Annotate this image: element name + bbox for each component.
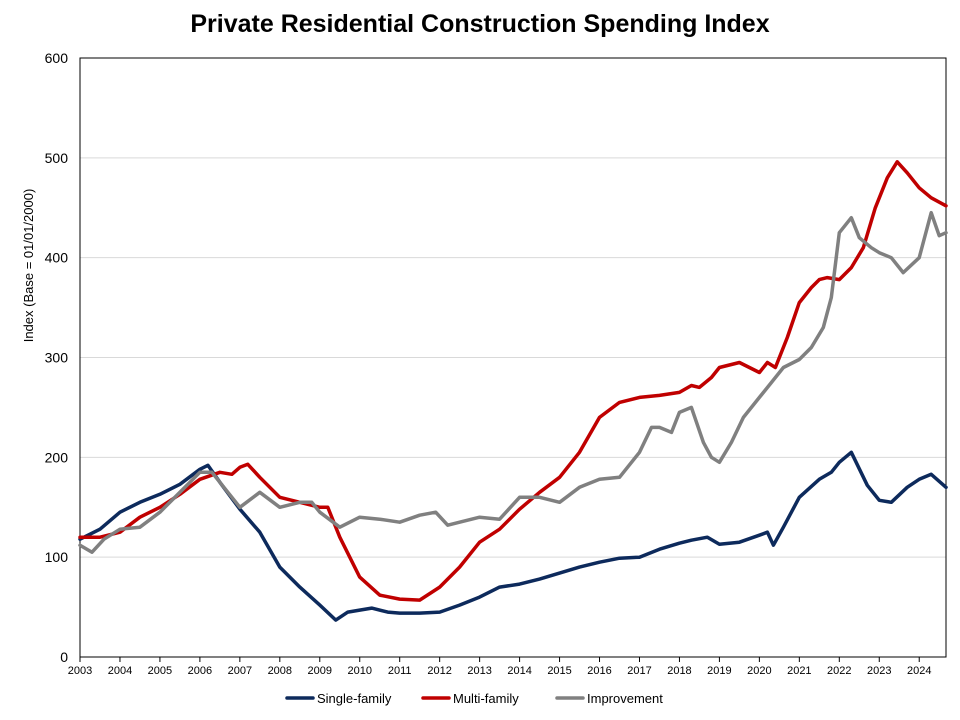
series-line-multi-family	[78, 160, 948, 602]
chart-title: Private Residential Construction Spendin…	[190, 10, 770, 38]
y-tick-label: 0	[60, 649, 68, 665]
y-tick-label: 600	[45, 50, 69, 66]
x-tick-label: 2007	[228, 665, 252, 677]
x-tick-label: 2009	[308, 665, 332, 677]
axes: 0 100 200 300 400 500 600 2003 2004 2005 2006 2007 2…	[45, 50, 932, 677]
legend-label-single-family: Single-family	[317, 691, 392, 706]
x-tick-label: 2008	[268, 665, 292, 677]
plot-area	[79, 57, 947, 658]
x-tick-label: 2003	[68, 665, 92, 677]
x-tick-label: 2013	[467, 665, 491, 677]
x-tick-label: 2017	[627, 665, 651, 677]
x-tick-label: 2023	[867, 665, 891, 677]
legend-label-multi-family: Multi-family	[453, 691, 519, 706]
x-tick-label: 2011	[388, 665, 412, 677]
x-tick-label: 2010	[347, 665, 371, 677]
x-tick-label: 2004	[108, 665, 132, 677]
y-tick-label: 100	[45, 549, 69, 565]
x-tick-label: 2014	[507, 665, 531, 677]
x-tick-label: 2021	[787, 665, 811, 677]
x-tick-label: 2020	[747, 665, 771, 677]
x-tick-label: 2005	[148, 665, 172, 677]
x-tick-label: 2006	[188, 665, 212, 677]
y-tick-label: 200	[45, 449, 69, 465]
x-tick-label: 2024	[907, 665, 931, 677]
x-tick-label: 2016	[587, 665, 611, 677]
x-tick-label: 2018	[667, 665, 691, 677]
series-line-improvement	[78, 210, 948, 554]
y-tick-label: 300	[45, 350, 69, 366]
gridlines	[80, 157, 946, 558]
legend: Single-family Multi-family Improvement	[285, 691, 663, 706]
legend-label-improvement: Improvement	[587, 691, 663, 706]
x-tick-label: 2019	[707, 665, 731, 677]
x-tick-label: 2022	[827, 665, 851, 677]
y-tick-label: 500	[45, 150, 69, 166]
y-axis-label: Index (Base = 01/01/2000)	[21, 189, 36, 343]
x-tick-label: 2015	[547, 665, 571, 677]
y-tick-label: 400	[45, 250, 69, 266]
x-tick-label: 2012	[427, 665, 451, 677]
series-lines	[78, 160, 948, 622]
